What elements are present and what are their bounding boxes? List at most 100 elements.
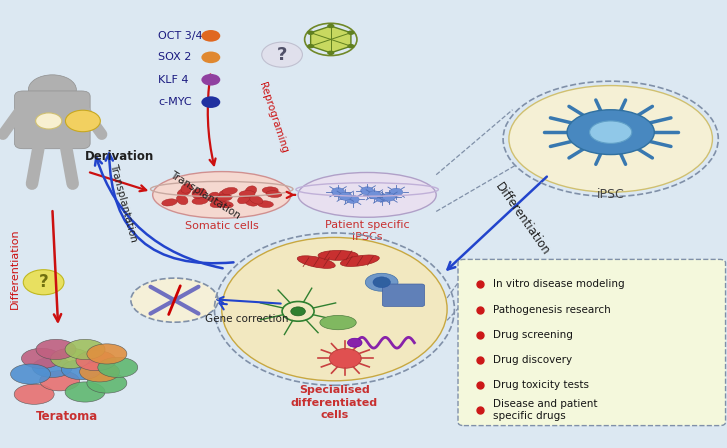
Circle shape (65, 110, 100, 132)
Ellipse shape (153, 172, 291, 218)
Ellipse shape (222, 187, 237, 194)
Ellipse shape (217, 194, 232, 201)
Ellipse shape (131, 278, 218, 322)
Ellipse shape (162, 199, 177, 206)
Ellipse shape (238, 194, 250, 204)
Circle shape (339, 192, 352, 200)
Ellipse shape (39, 371, 79, 391)
Circle shape (348, 338, 362, 347)
Ellipse shape (567, 110, 654, 155)
Circle shape (361, 187, 374, 195)
Ellipse shape (209, 194, 225, 201)
Text: SOX 2: SOX 2 (158, 52, 192, 62)
Ellipse shape (222, 237, 447, 381)
Ellipse shape (177, 195, 188, 205)
Text: Somatic cells: Somatic cells (185, 221, 259, 231)
Ellipse shape (219, 190, 230, 200)
Circle shape (201, 52, 220, 63)
Ellipse shape (509, 86, 712, 192)
Text: iPSC: iPSC (597, 188, 624, 201)
Circle shape (346, 195, 359, 203)
Ellipse shape (80, 362, 119, 382)
Ellipse shape (65, 382, 105, 402)
Circle shape (375, 194, 388, 202)
Circle shape (348, 44, 355, 48)
Ellipse shape (266, 191, 282, 198)
Ellipse shape (177, 188, 190, 196)
Circle shape (373, 277, 390, 288)
Text: Drug toxicity tests: Drug toxicity tests (493, 380, 589, 390)
Text: OCT 3/4: OCT 3/4 (158, 31, 203, 41)
Circle shape (327, 51, 334, 55)
Ellipse shape (36, 340, 76, 359)
Ellipse shape (217, 201, 233, 208)
Ellipse shape (76, 350, 116, 371)
Ellipse shape (249, 195, 263, 204)
Circle shape (23, 270, 64, 295)
Ellipse shape (65, 340, 105, 359)
Text: ?: ? (39, 273, 49, 291)
Circle shape (390, 188, 403, 196)
Ellipse shape (192, 198, 208, 204)
Ellipse shape (50, 349, 90, 368)
Text: In vitro disease modeling: In vitro disease modeling (493, 280, 624, 289)
Circle shape (327, 24, 334, 28)
Text: ?: ? (277, 46, 287, 64)
Circle shape (36, 113, 62, 129)
Ellipse shape (239, 190, 255, 197)
Circle shape (201, 30, 220, 42)
Ellipse shape (245, 186, 257, 195)
Ellipse shape (61, 359, 101, 380)
Text: Teratoma: Teratoma (36, 410, 98, 423)
Ellipse shape (244, 198, 258, 206)
Text: c-MYC: c-MYC (158, 97, 192, 107)
Circle shape (28, 75, 76, 104)
Text: Drug discovery: Drug discovery (493, 355, 572, 365)
Circle shape (291, 307, 305, 316)
Circle shape (262, 42, 302, 67)
Ellipse shape (318, 250, 358, 260)
Circle shape (332, 188, 345, 196)
Ellipse shape (10, 364, 50, 384)
Text: Derivation: Derivation (85, 150, 155, 163)
Circle shape (329, 349, 361, 368)
Text: Transplantation: Transplantation (108, 162, 138, 243)
Circle shape (201, 96, 220, 108)
Text: Pathogenesis research: Pathogenesis research (493, 305, 611, 314)
Ellipse shape (192, 189, 203, 199)
Ellipse shape (298, 172, 436, 217)
Ellipse shape (320, 315, 356, 330)
Ellipse shape (97, 358, 137, 377)
Text: Drug screening: Drug screening (493, 330, 573, 340)
Ellipse shape (297, 256, 335, 268)
Ellipse shape (340, 255, 379, 267)
Text: Specialised
differentiated
cells: Specialised differentiated cells (291, 385, 378, 420)
Text: KLF 4: KLF 4 (158, 75, 189, 85)
Circle shape (382, 193, 395, 201)
Polygon shape (310, 26, 351, 53)
FancyBboxPatch shape (15, 91, 90, 149)
Ellipse shape (210, 201, 226, 207)
FancyBboxPatch shape (382, 284, 425, 306)
Text: Reprograming: Reprograming (257, 81, 289, 154)
Ellipse shape (207, 192, 220, 202)
Circle shape (368, 191, 381, 199)
Ellipse shape (365, 273, 398, 291)
Circle shape (201, 74, 220, 86)
Ellipse shape (87, 344, 126, 364)
Ellipse shape (590, 121, 632, 143)
Ellipse shape (33, 358, 73, 377)
Circle shape (307, 44, 314, 48)
Text: Gene correction: Gene correction (206, 314, 289, 323)
Ellipse shape (196, 189, 206, 198)
Ellipse shape (21, 349, 61, 368)
Ellipse shape (257, 201, 273, 207)
Ellipse shape (262, 187, 278, 194)
FancyBboxPatch shape (458, 259, 726, 426)
Text: Differentiation: Differentiation (492, 180, 552, 258)
Text: Patient specific
iPSCs: Patient specific iPSCs (325, 220, 409, 242)
Circle shape (307, 30, 314, 35)
Text: Transplantation: Transplantation (168, 169, 242, 220)
Text: Disease and patient
specific drugs: Disease and patient specific drugs (493, 399, 598, 421)
Ellipse shape (181, 184, 192, 193)
